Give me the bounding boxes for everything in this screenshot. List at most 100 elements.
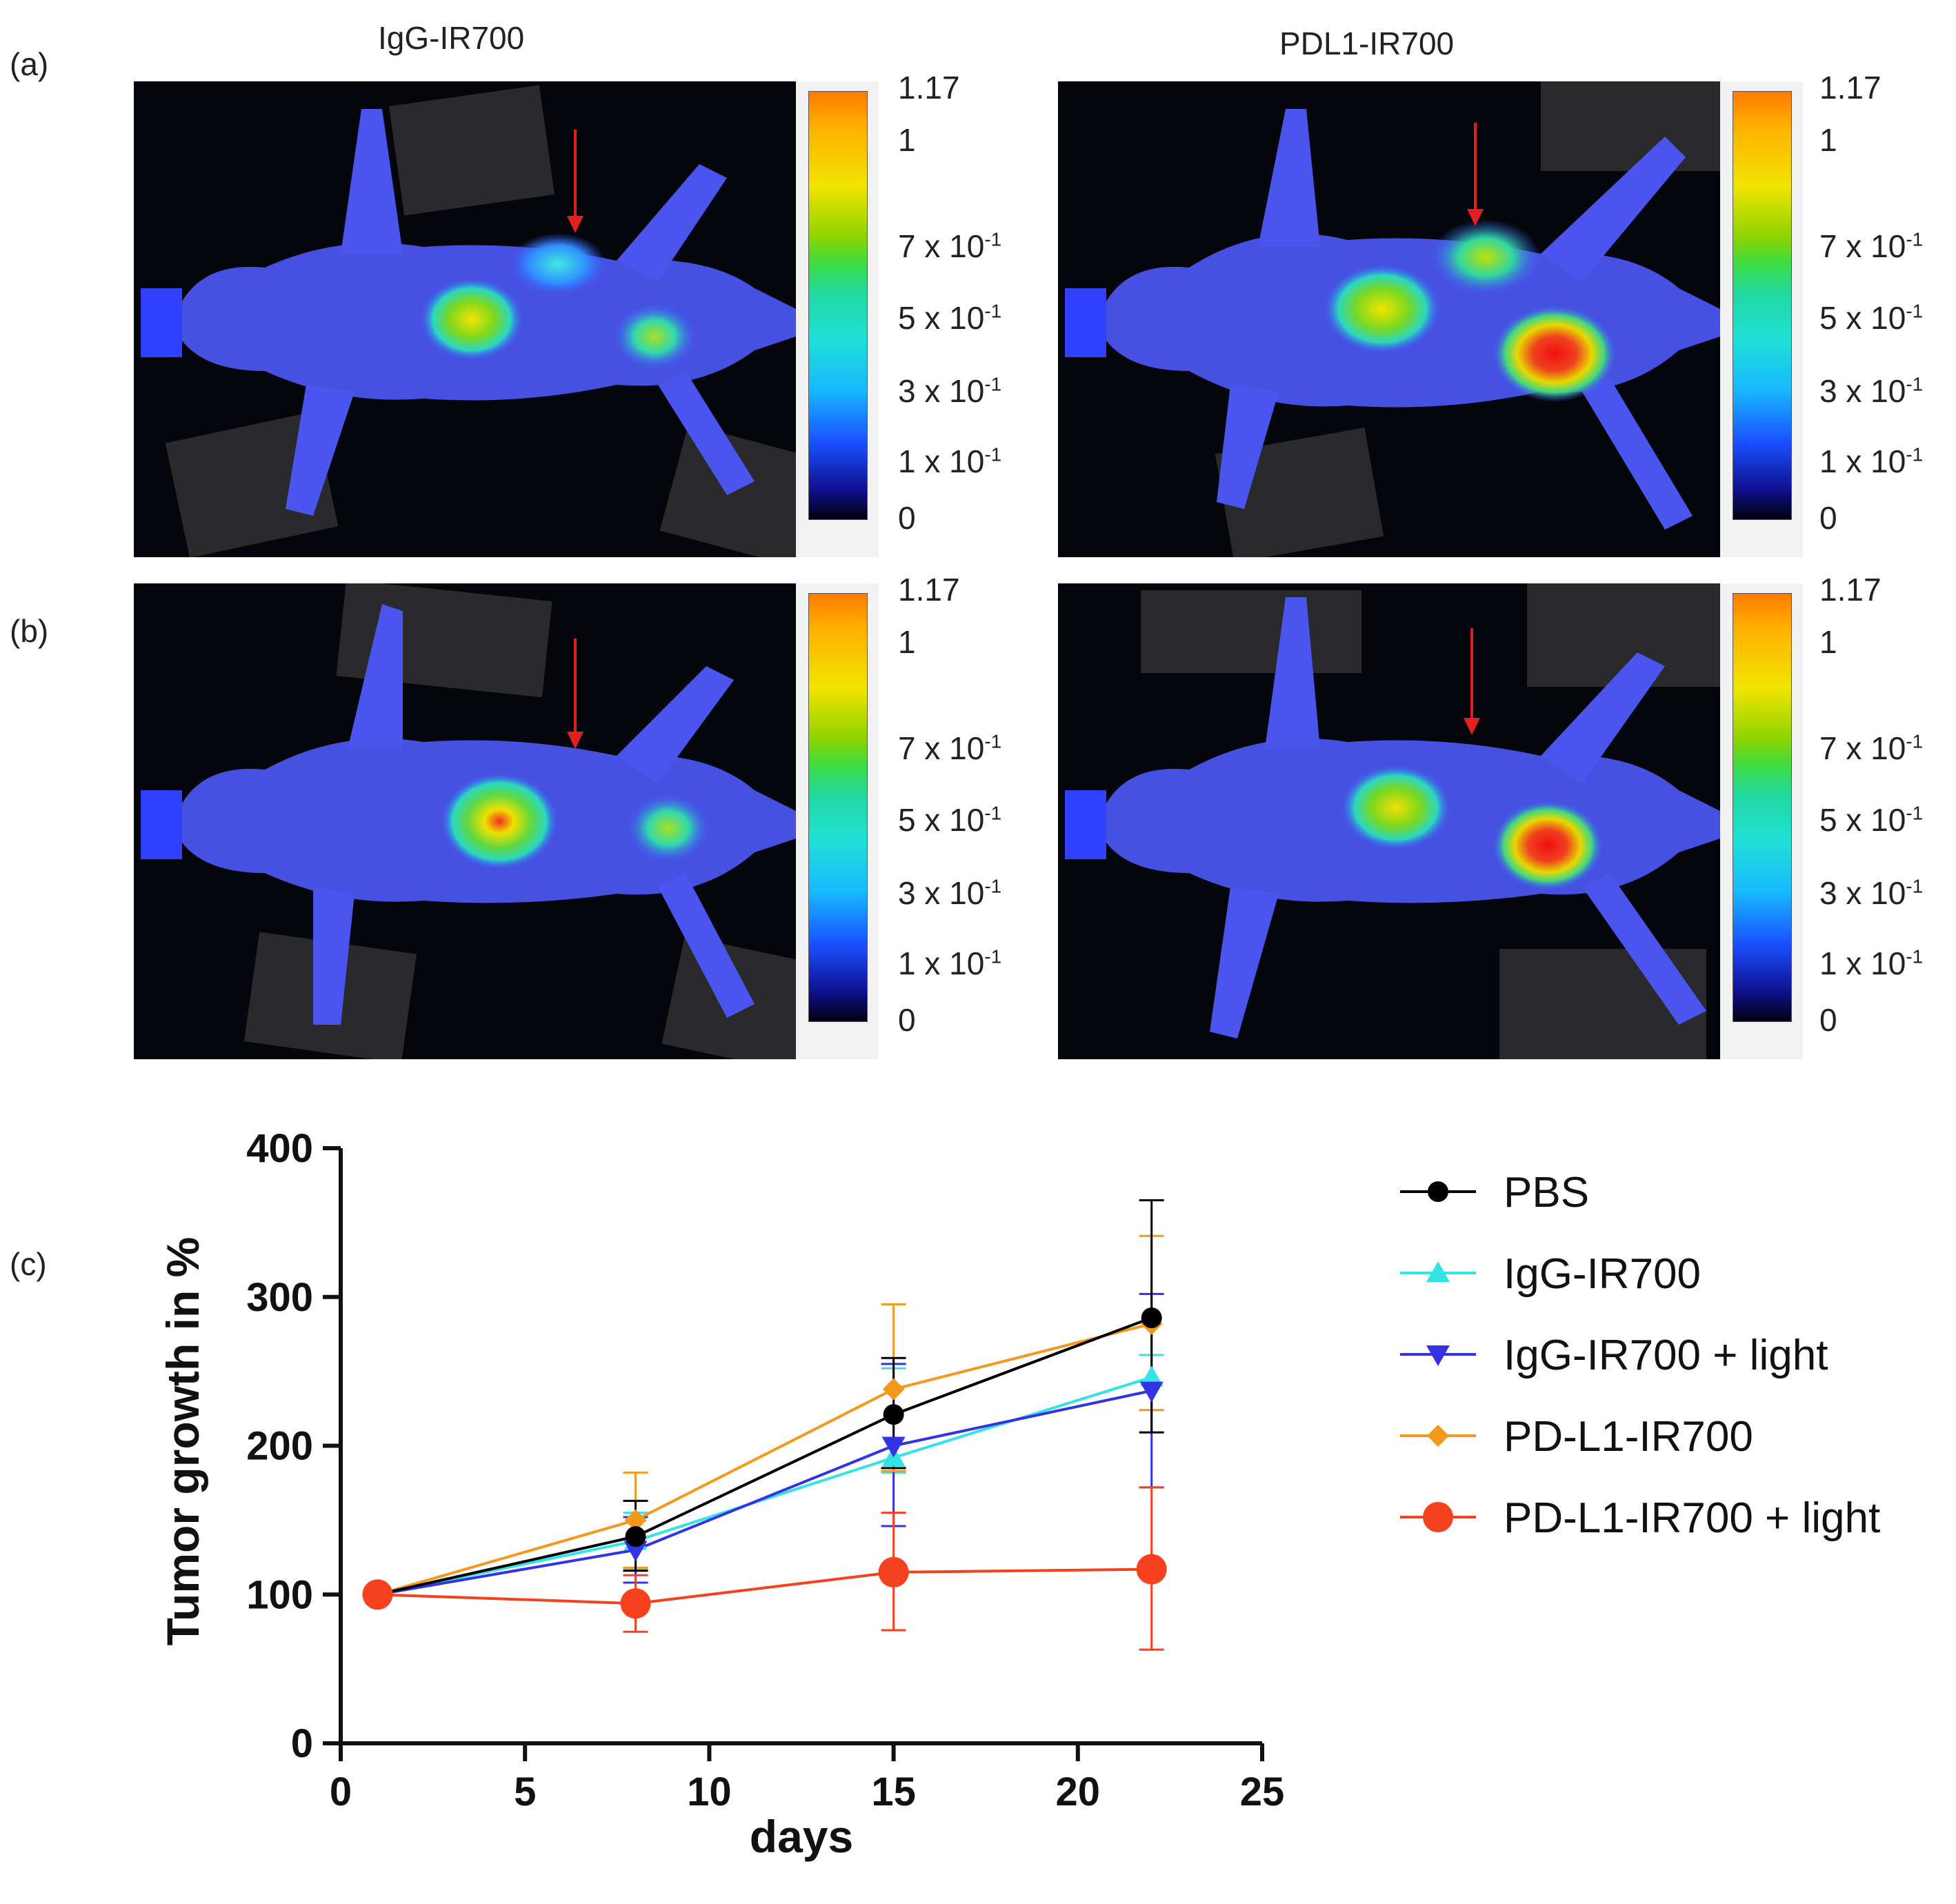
panel-label-b: (b) bbox=[10, 613, 49, 649]
error-bars bbox=[365, 1199, 1164, 1651]
legend-marker bbox=[1426, 1345, 1450, 1366]
cbar-exp: -1 bbox=[1906, 300, 1924, 322]
panel-label-c: (c) bbox=[10, 1246, 47, 1282]
mouse-image bbox=[1065, 583, 1720, 1059]
fluorescence-image-a-igg bbox=[134, 81, 796, 557]
colorbar-gradient bbox=[808, 91, 868, 520]
legend-label: IgG-IR700 + light bbox=[1504, 1332, 1828, 1379]
y-tick-label: 100 bbox=[246, 1572, 313, 1617]
data-point bbox=[881, 1436, 906, 1458]
data-point bbox=[1139, 1365, 1164, 1387]
cbar-tick-3-text: 3 x 10 bbox=[898, 875, 985, 911]
chart-axes: 0 5 10 15 20 25 0 100 200 300 400 bbox=[246, 1126, 1284, 1814]
data-point bbox=[625, 1526, 646, 1547]
cbar-tick-5-text: 5 x 10 bbox=[898, 300, 985, 336]
cbar-tick-5-text: 5 x 10 bbox=[1819, 802, 1906, 838]
data-point bbox=[882, 1378, 905, 1401]
cbar-exp: -1 bbox=[984, 875, 1002, 897]
cbar-tick-7-text: 7 x 10 bbox=[898, 730, 985, 766]
data-point bbox=[1139, 1381, 1164, 1403]
cbar-exp: -1 bbox=[1906, 730, 1924, 752]
data-point bbox=[1141, 1307, 1162, 1328]
cbar-tick-5: 5 x 10-1 bbox=[1819, 801, 1923, 839]
cbar-tick-7: 7 x 10-1 bbox=[898, 228, 1001, 265]
cbar-tick-3-text: 3 x 10 bbox=[1819, 373, 1906, 409]
tumor-growth-chart: 0 5 10 15 20 25 0 100 200 300 400 PBS IgG-IR700 IgG-… bbox=[157, 1126, 1880, 1862]
legend-label: IgG-IR700 bbox=[1504, 1250, 1701, 1298]
x-tick-label: 15 bbox=[871, 1770, 916, 1814]
cbar-tick-1: 1 bbox=[1819, 624, 1837, 660]
x-tick-label: 10 bbox=[687, 1770, 732, 1814]
cbar-exp: -1 bbox=[984, 443, 1002, 465]
column-title-igg: IgG-IR700 bbox=[378, 20, 525, 56]
legend-label: PD-L1-IR700 bbox=[1504, 1413, 1753, 1461]
cbar-exp: -1 bbox=[1906, 945, 1924, 968]
cbar-tick-max: 1.17 bbox=[1819, 70, 1882, 106]
colorbar-gradient bbox=[808, 593, 868, 1022]
fluorescence-image-b-igg bbox=[134, 583, 796, 1059]
x-tick-label: 5 bbox=[514, 1770, 536, 1814]
colorbar-a-igg bbox=[796, 81, 879, 557]
cbar-tick-0: 0 bbox=[898, 1002, 916, 1038]
legend-marker bbox=[1428, 1181, 1448, 1202]
legend-marker bbox=[1423, 1502, 1453, 1532]
cbar-tick-0: 0 bbox=[898, 500, 916, 536]
cbar-tick-1e: 1 x 10-1 bbox=[898, 945, 1001, 982]
cbar-exp: -1 bbox=[1906, 875, 1924, 897]
cbar-exp: -1 bbox=[984, 300, 1002, 322]
cbar-tick-max: 1.17 bbox=[1819, 572, 1882, 608]
cbar-tick-1e-text: 1 x 10 bbox=[1819, 443, 1906, 479]
colorbar-gradient bbox=[1733, 91, 1792, 520]
cbar-tick-1: 1 bbox=[1819, 122, 1837, 158]
cbar-exp: -1 bbox=[984, 228, 1002, 250]
data-point bbox=[883, 1404, 904, 1425]
fluorescence-image-a-pdl1 bbox=[1058, 81, 1720, 557]
legend-label: PD-L1-IR700 + light bbox=[1504, 1494, 1880, 1542]
data-point bbox=[623, 1541, 648, 1562]
y-tick-label: 0 bbox=[291, 1721, 313, 1766]
cbar-tick-5: 5 x 10-1 bbox=[1819, 299, 1923, 337]
colorbar-gradient bbox=[1733, 593, 1792, 1022]
legend-marker bbox=[1426, 1261, 1450, 1282]
colorbar-a-pdl1 bbox=[1720, 81, 1803, 557]
panel-label-a: (a) bbox=[10, 46, 49, 82]
cbar-tick-7: 7 x 10-1 bbox=[898, 730, 1001, 767]
x-axis-label: days bbox=[750, 1811, 853, 1862]
cbar-tick-3: 3 x 10-1 bbox=[898, 874, 1001, 912]
series-line bbox=[377, 1316, 1152, 1596]
cbar-tick-5-text: 5 x 10 bbox=[1819, 300, 1906, 336]
cbar-tick-5-text: 5 x 10 bbox=[898, 802, 985, 838]
cbar-tick-1e: 1 x 10-1 bbox=[898, 443, 1001, 480]
cbar-tick-1e-text: 1 x 10 bbox=[1819, 945, 1906, 981]
cbar-exp: -1 bbox=[984, 945, 1002, 968]
cbar-tick-3: 3 x 10-1 bbox=[898, 372, 1001, 410]
cbar-tick-1e-text: 1 x 10 bbox=[898, 945, 985, 981]
y-tick-label: 300 bbox=[246, 1275, 313, 1320]
chart-legend: PBS IgG-IR700 IgG-IR700 + light PD-L1-IR700… bbox=[1400, 1169, 1880, 1542]
cbar-exp: -1 bbox=[1906, 443, 1924, 465]
colorbar-b-pdl1 bbox=[1720, 583, 1803, 1059]
y-tick-label: 400 bbox=[246, 1126, 313, 1171]
data-point bbox=[362, 1579, 393, 1610]
cbar-tick-5: 5 x 10-1 bbox=[898, 801, 1001, 839]
cbar-tick-max: 1.17 bbox=[898, 572, 960, 608]
data-point bbox=[624, 1509, 647, 1532]
cbar-tick-1e: 1 x 10-1 bbox=[1819, 443, 1923, 480]
series-line bbox=[377, 1389, 1152, 1596]
cbar-tick-7: 7 x 10-1 bbox=[1819, 228, 1923, 265]
cbar-tick-5: 5 x 10-1 bbox=[898, 299, 1001, 337]
y-tick-label: 200 bbox=[246, 1424, 313, 1469]
series-line bbox=[377, 1567, 1152, 1605]
y-axis-label: Tumor growth in % bbox=[157, 1237, 208, 1646]
cbar-tick-1e: 1 x 10-1 bbox=[1819, 945, 1923, 982]
cbar-tick-1: 1 bbox=[898, 122, 916, 158]
mouse-image bbox=[1065, 81, 1720, 557]
colorbar-b-igg bbox=[796, 583, 879, 1059]
data-point bbox=[620, 1588, 651, 1619]
cbar-tick-max: 1.17 bbox=[898, 70, 960, 106]
x-tick-label: 25 bbox=[1240, 1770, 1285, 1814]
cbar-tick-0: 0 bbox=[1819, 1002, 1837, 1038]
series-line bbox=[377, 1322, 1152, 1596]
cbar-exp: -1 bbox=[1906, 802, 1924, 824]
cbar-exp: -1 bbox=[984, 373, 1002, 395]
